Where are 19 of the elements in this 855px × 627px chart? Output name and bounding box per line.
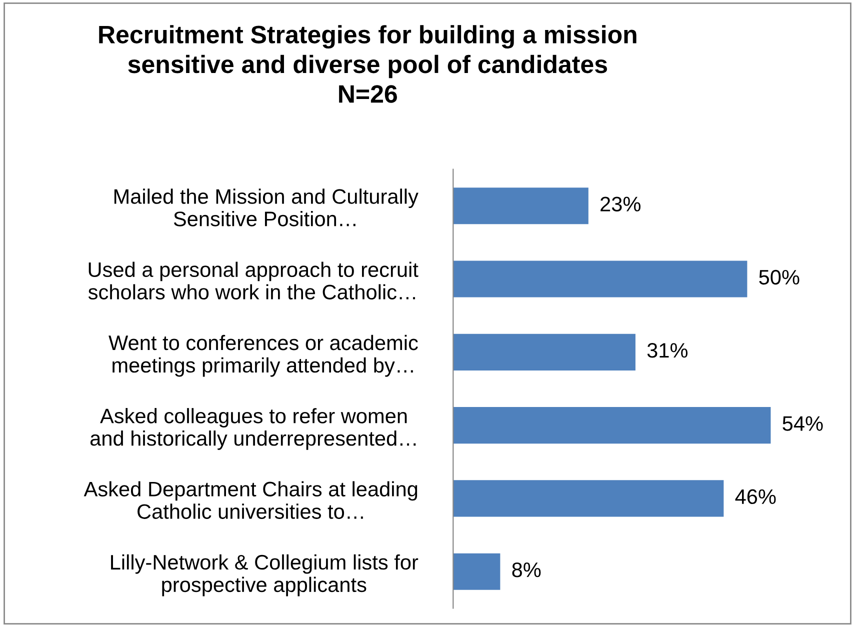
data-label: 31% bbox=[647, 343, 688, 358]
data-label: 23% bbox=[600, 196, 640, 212]
data-label: 54% bbox=[782, 416, 823, 431]
y-tick-label: Used a personal approach to recruit scholars who work in the Catholic… bbox=[88, 262, 418, 300]
y-tick-label: Mailed the Mission and Culturally Sensitive Position… bbox=[114, 188, 418, 226]
bar bbox=[453, 553, 500, 590]
bar bbox=[453, 334, 636, 370]
chart-title: Recruitment Strategies for building a mission sensitive and diverse pool of candidates N=26 bbox=[99, 25, 636, 103]
bar bbox=[453, 480, 724, 517]
y-tick-label: Went to conferences or academic meetings primarily attended by… bbox=[108, 334, 418, 377]
y-tick-label: Lilly-Network & Collegium lists for prospective applicants bbox=[111, 554, 418, 596]
data-label: 50% bbox=[759, 270, 800, 285]
bar bbox=[453, 188, 588, 224]
bar bbox=[453, 260, 748, 298]
y-tick-label: Asked Department Chairs at leading Catholic universities to… bbox=[84, 481, 418, 519]
bar bbox=[453, 407, 771, 444]
data-label: 46% bbox=[735, 489, 776, 504]
data-label: 8% bbox=[512, 562, 541, 578]
y-tick-label: Asked colleagues to refer women and historically underrepresented… bbox=[90, 408, 416, 450]
